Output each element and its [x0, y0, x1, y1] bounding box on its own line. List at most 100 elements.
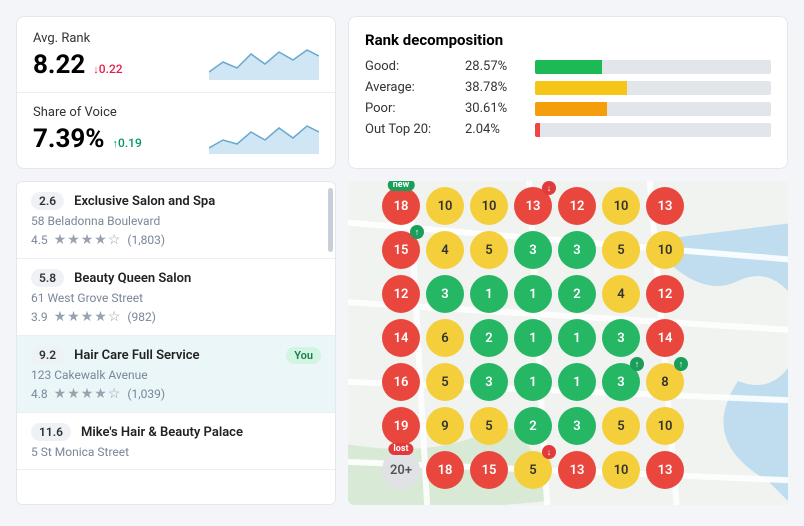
rank-map[interactable]: 18new101013↓12101315↑4533510123112412146…: [348, 181, 788, 505]
scrollbar-thumb[interactable]: [328, 188, 333, 252]
lost-badge: lost: [388, 443, 413, 455]
rank-dot[interactable]: 14: [382, 319, 420, 357]
rank-dot[interactable]: 5: [602, 231, 640, 269]
rank-dot[interactable]: 5: [470, 231, 508, 269]
rank-dot[interactable]: 1: [514, 363, 552, 401]
avg-rank-label: Avg. Rank: [33, 31, 123, 46]
rank-dot[interactable]: 10: [646, 407, 684, 445]
rank-dot[interactable]: 1: [558, 319, 596, 357]
rank-dot[interactable]: 4: [426, 231, 464, 269]
list-item[interactable]: 5.8Beauty Queen Salon61 West Grove Stree…: [17, 259, 335, 336]
decomp-bar-track: [535, 60, 771, 74]
rank-dot[interactable]: 18new: [382, 187, 420, 225]
rank-dot[interactable]: 12: [558, 187, 596, 225]
rank-dot[interactable]: 5↓: [514, 451, 552, 489]
decomp-row: Poor:30.61%: [365, 101, 771, 116]
rank-dot[interactable]: 9: [426, 407, 464, 445]
down-arrow-icon: ↓: [542, 445, 556, 459]
decomp-pct: 38.78%: [465, 80, 525, 95]
rank-dot[interactable]: 10: [602, 451, 640, 489]
rank-dot[interactable]: 5: [602, 407, 640, 445]
metrics-card: Avg. Rank 8.22 ↓0.22 Share of Voice 7.39…: [16, 16, 336, 169]
rank-dot[interactable]: 8↑: [646, 363, 684, 401]
rank-dot[interactable]: 12: [646, 275, 684, 313]
rank-dot[interactable]: 10: [470, 187, 508, 225]
decomp-bar-fill: [535, 123, 540, 137]
decomp-row: Out Top 20:2.04%: [365, 122, 771, 137]
rank-dot[interactable]: 10: [602, 187, 640, 225]
rank-dot[interactable]: 2: [558, 275, 596, 313]
rank-dot[interactable]: 1: [558, 363, 596, 401]
decomp-bar-fill: [535, 102, 607, 116]
rank-dot[interactable]: 5: [470, 407, 508, 445]
rank-dot[interactable]: 3: [470, 363, 508, 401]
list-item-rating: 4.8★★★★☆(1,039): [31, 386, 321, 402]
up-arrow-icon: ↑: [630, 357, 644, 371]
list-item-name: Mike's Hair & Beauty Palace: [81, 425, 321, 440]
decomp-bar-fill: [535, 60, 602, 74]
rank-decomposition-card: Rank decomposition Good: 28.57% Average: 38…: [348, 16, 788, 169]
rank-pill: 5.8: [31, 269, 64, 287]
decomp-pct: 30.61%: [465, 101, 525, 116]
rank-dot[interactable]: 15: [470, 451, 508, 489]
list-item-address: 123 Cakewalk Avenue: [31, 368, 321, 382]
rank-dot[interactable]: 20+lost: [382, 451, 420, 489]
list-item[interactable]: 9.2 Hair Care Full Service You 123 Cakewalk…: [17, 336, 335, 413]
rank-dot[interactable]: 13↓: [514, 187, 552, 225]
rank-dot[interactable]: 3↑: [602, 363, 640, 401]
rank-dot[interactable]: 6: [426, 319, 464, 357]
list-item[interactable]: 11.6Mike's Hair & Beauty Palace5 St Moni…: [17, 413, 335, 470]
rank-dot[interactable]: 4: [602, 275, 640, 313]
list-item-address: 58 Beladonna Boulevard: [31, 214, 321, 228]
decomp-pct: 28.57%: [465, 59, 525, 74]
decomp-title: Rank decomposition: [365, 31, 771, 49]
rank-dot[interactable]: 13: [646, 451, 684, 489]
rank-dot[interactable]: 3: [514, 231, 552, 269]
decomp-label: Average:: [365, 80, 455, 95]
decomp-row: Average: 38.78%: [365, 80, 771, 95]
decomp-label: Out Top 20:: [365, 122, 455, 137]
list-item-name: Hair Care Full Service: [74, 348, 276, 363]
stars-icon: ★★★★☆: [54, 309, 122, 325]
up-arrow-icon: ↑: [674, 357, 688, 371]
rank-dot[interactable]: 10: [426, 187, 464, 225]
rank-dot[interactable]: 10: [646, 231, 684, 269]
rank-dot[interactable]: 16: [382, 363, 420, 401]
decomp-bar-track: [535, 123, 771, 137]
sov-value: 7.39%: [33, 124, 105, 154]
avg-rank-sparkline: [209, 44, 319, 80]
rank-pill: 11.6: [31, 423, 71, 441]
avg-rank-delta: ↓0.22: [93, 62, 122, 76]
competitor-list[interactable]: 2.6Exclusive Salon and Spa58 Beladonna B…: [16, 181, 336, 505]
rank-dot[interactable]: 1: [470, 275, 508, 313]
list-item-rating: 3.9★★★★☆(982): [31, 309, 321, 325]
decomp-label: Good:: [365, 59, 455, 74]
rank-dot[interactable]: 15↑: [382, 231, 420, 269]
rank-dot[interactable]: 19: [382, 407, 420, 445]
decomp-bar-track: [535, 102, 771, 116]
stars-icon: ★★★★☆: [54, 232, 122, 248]
avg-rank-value: 8.22: [33, 50, 85, 80]
rank-dot[interactable]: 2: [514, 407, 552, 445]
sov-sparkline: [209, 118, 319, 154]
rank-dot[interactable]: 18: [426, 451, 464, 489]
rank-dot[interactable]: 13: [646, 187, 684, 225]
rank-dot[interactable]: 1: [514, 319, 552, 357]
rank-pill: 2.6: [31, 192, 64, 210]
rank-dot[interactable]: 5: [426, 363, 464, 401]
rank-dot[interactable]: 14: [646, 319, 684, 357]
rank-dot[interactable]: 12: [382, 275, 420, 313]
you-badge: You: [286, 347, 321, 364]
rank-pill: 9.2: [31, 346, 64, 364]
rank-dot[interactable]: 3: [602, 319, 640, 357]
rank-dot[interactable]: 3: [426, 275, 464, 313]
rank-dot[interactable]: 2: [470, 319, 508, 357]
rank-dot[interactable]: 3: [558, 231, 596, 269]
rank-dot[interactable]: 13: [558, 451, 596, 489]
decomp-bar-fill: [535, 81, 627, 95]
rank-dot[interactable]: 3: [558, 407, 596, 445]
up-arrow-icon: ↑: [410, 225, 424, 239]
rank-dot[interactable]: 1: [514, 275, 552, 313]
decomp-bar-track: [535, 81, 771, 95]
list-item[interactable]: 2.6Exclusive Salon and Spa58 Beladonna B…: [17, 182, 335, 259]
